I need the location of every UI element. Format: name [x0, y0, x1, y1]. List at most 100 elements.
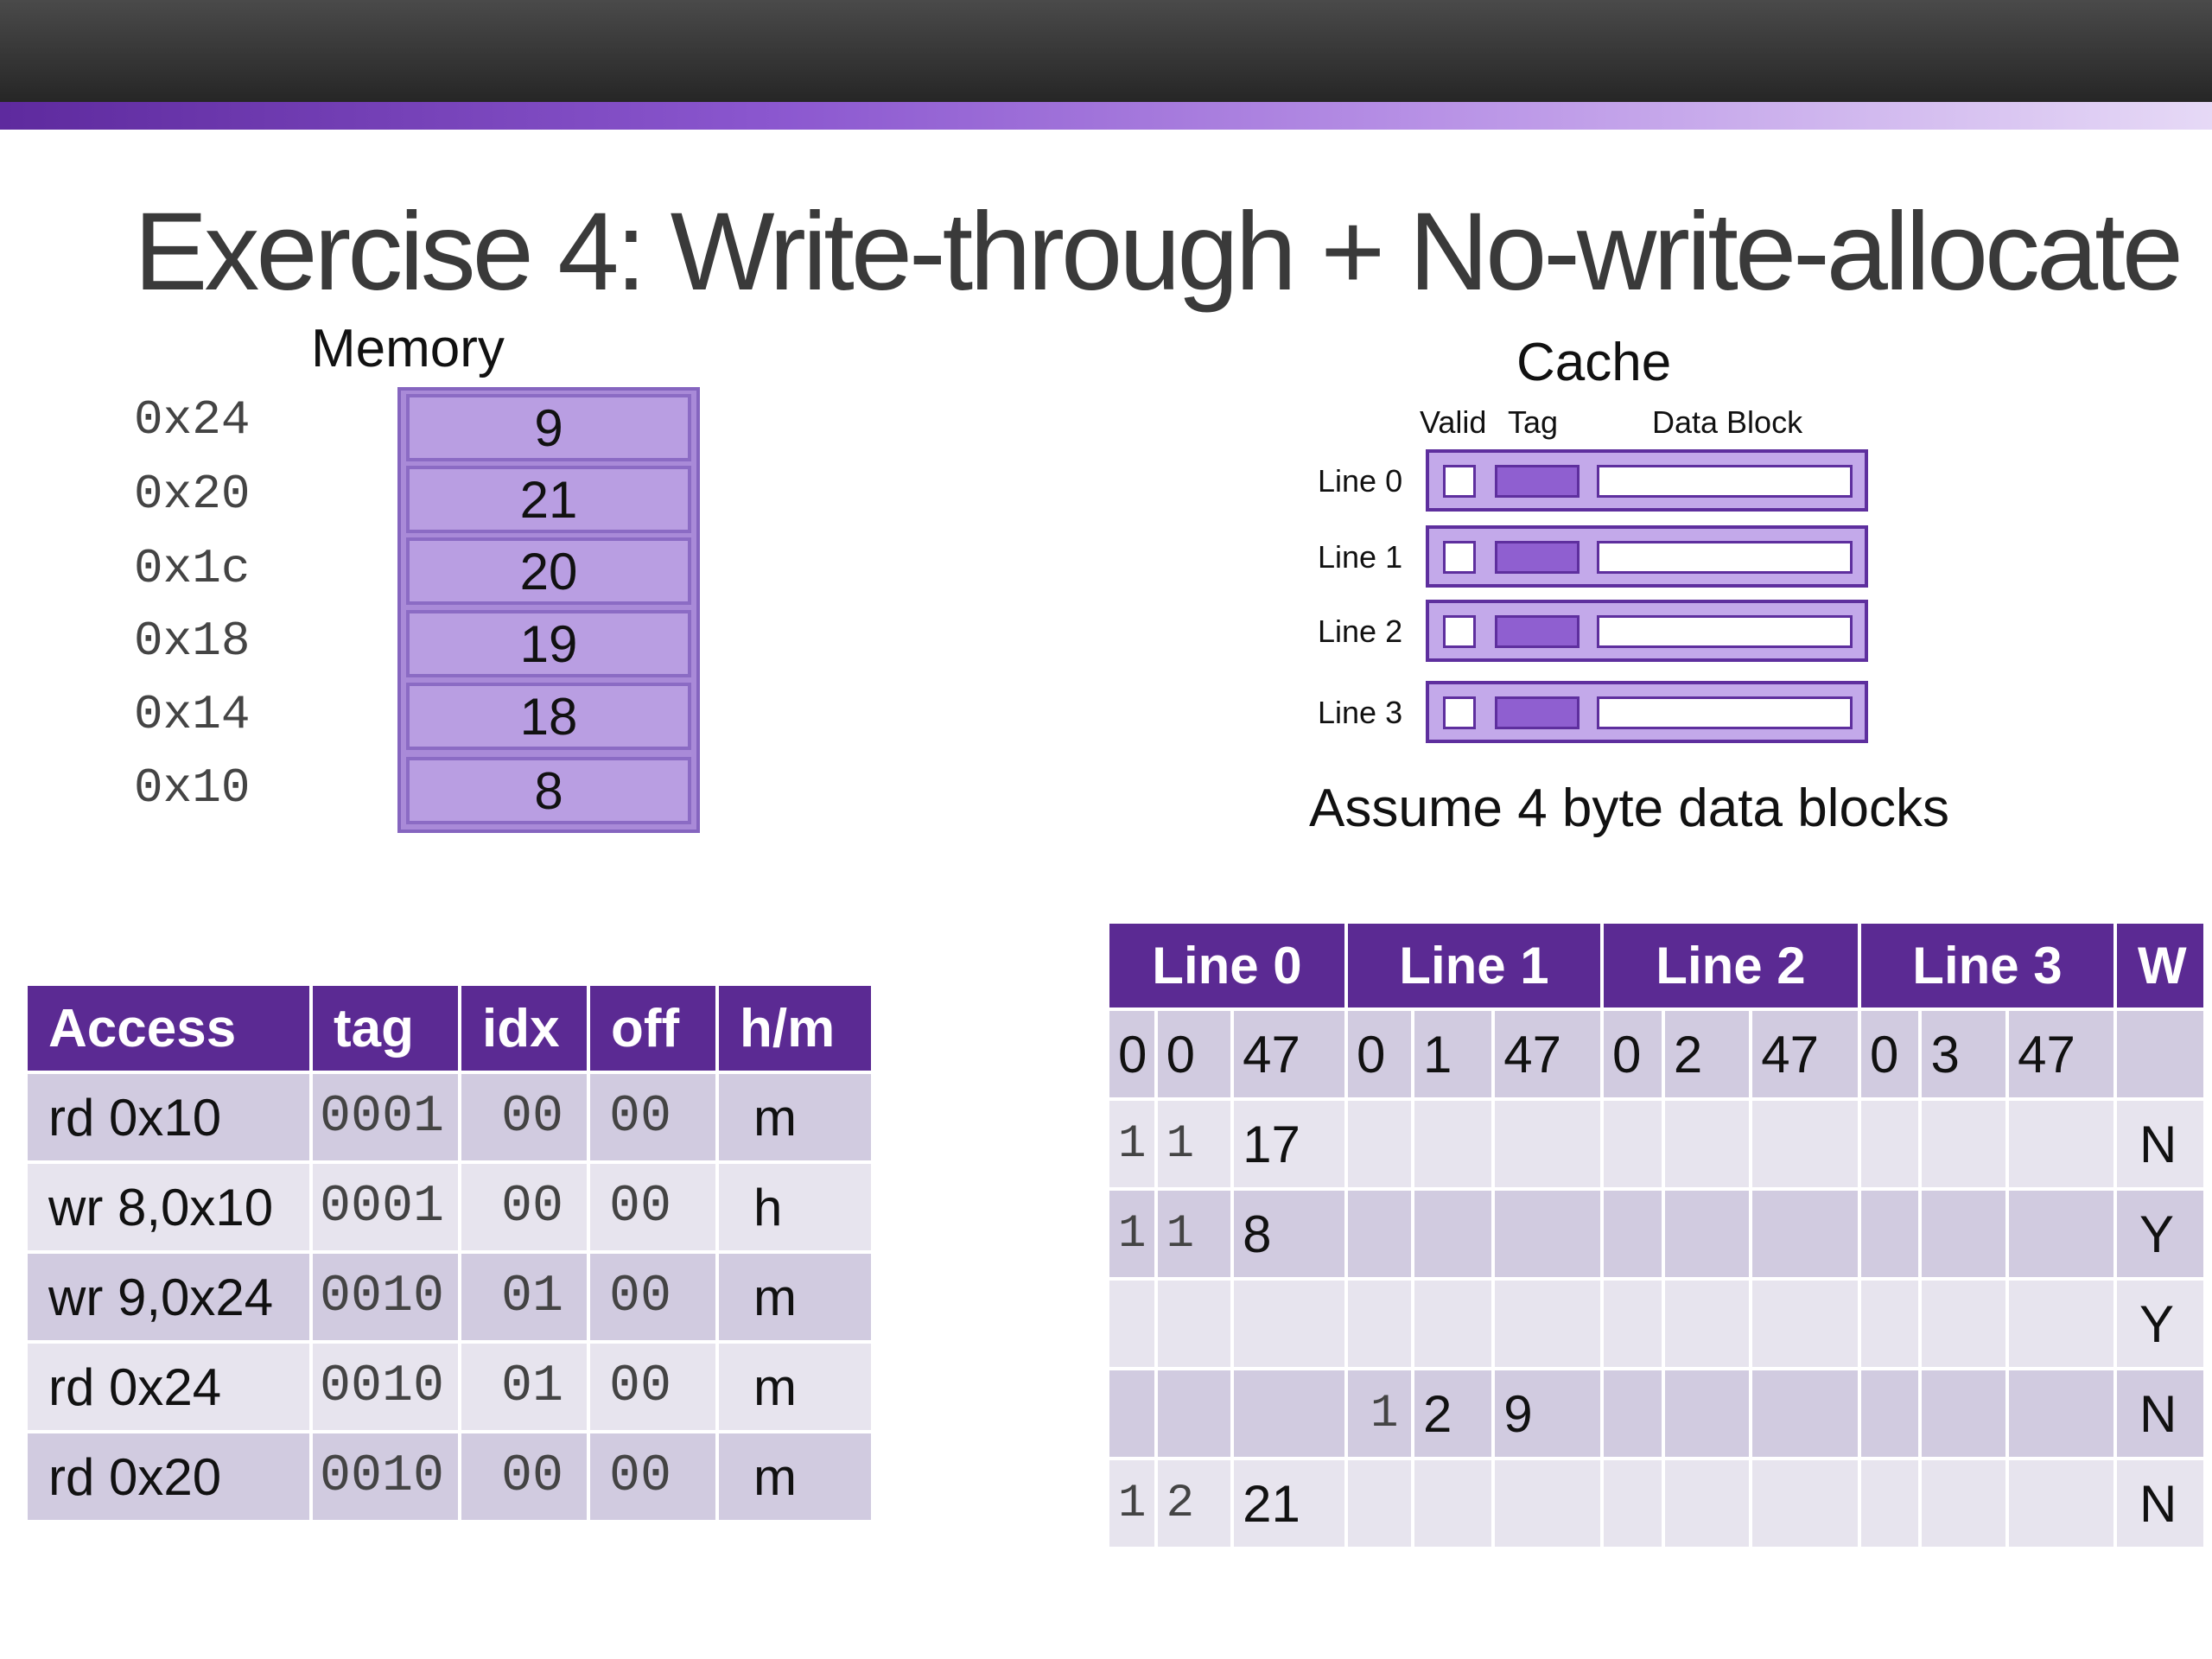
line-1-header: Line 1	[1348, 924, 1600, 1007]
hm-cell: m	[719, 1254, 871, 1340]
line-2-data-cell	[1752, 1460, 1858, 1547]
cache-valid-bit	[1443, 696, 1476, 729]
access-table: Access tag idx off h/m rd 0x10 0001 00 0…	[24, 982, 874, 1523]
line-1-valid-cell	[1348, 1101, 1412, 1187]
cache-line-box	[1426, 681, 1868, 743]
cache-valid-bit	[1443, 615, 1476, 648]
hm-cell: m	[719, 1344, 871, 1430]
access-cell: rd 0x20	[28, 1433, 309, 1520]
cache-line-label: Line 3	[1318, 695, 1403, 730]
line-1-data-cell	[1495, 1281, 1600, 1367]
line-1-valid-cell: 1	[1348, 1370, 1412, 1457]
line-3-valid-cell	[1861, 1370, 1919, 1457]
line-2-tag-cell	[1664, 1101, 1750, 1187]
line-0-valid-cell: 1	[1109, 1101, 1154, 1187]
line-1-data-cell: 9	[1495, 1370, 1600, 1457]
line-2-valid-cell	[1604, 1191, 1662, 1277]
write-flag-cell: Y	[2117, 1281, 2203, 1367]
line-0-valid-cell: 1	[1109, 1460, 1154, 1547]
hm-cell: m	[719, 1074, 871, 1160]
line-3-data-cell	[2009, 1370, 2113, 1457]
line-3-valid-cell	[1861, 1460, 1919, 1547]
write-flag-cell: N	[2117, 1460, 2203, 1547]
cache-state-table: Line 0 Line 1 Line 2 Line 3 W 0 0 47 0 1 47 0 2…	[1106, 920, 2207, 1550]
cache-data-block	[1597, 541, 1853, 574]
idx-cell: 01	[461, 1254, 587, 1340]
memory-address: 0x14	[134, 687, 251, 742]
cache-header-data: Data Block	[1652, 404, 1803, 440]
line-3-valid-cell: 0	[1861, 1011, 1919, 1097]
access-cell: rd 0x24	[28, 1344, 309, 1430]
cache-tag-field	[1495, 541, 1580, 574]
line-1-valid-cell	[1348, 1460, 1412, 1547]
hm-header: h/m	[719, 986, 871, 1071]
line-1-tag-cell	[1414, 1101, 1492, 1187]
memory-cell: 21	[406, 466, 691, 533]
line-0-data-cell	[1234, 1370, 1344, 1457]
hm-cell: h	[719, 1164, 871, 1250]
line-2-data-cell	[1752, 1101, 1858, 1187]
table-row: 0 0 47 0 1 47 0 2 47 0 3 47	[1109, 1011, 2203, 1097]
line-2-header: Line 2	[1604, 924, 1858, 1007]
cache-tag-field	[1495, 615, 1580, 648]
line-3-valid-cell	[1861, 1191, 1919, 1277]
access-header: Access	[28, 986, 309, 1071]
w-header: W	[2117, 924, 2203, 1007]
line-0-valid-cell	[1109, 1281, 1154, 1367]
cache-line-label: Line 2	[1318, 613, 1403, 649]
slide-title: Exercise 4: Write-through + No-write-all…	[134, 190, 2183, 314]
line-2-tag-cell: 2	[1664, 1011, 1750, 1097]
line-0-data-cell: 8	[1234, 1191, 1344, 1277]
memory-cell: 18	[406, 683, 691, 750]
table-row: wr 9,0x24 0010 01 00 m	[28, 1254, 871, 1340]
cache-tag-field	[1495, 696, 1580, 729]
line-3-tag-cell	[1922, 1370, 2006, 1457]
memory-address: 0x20	[134, 467, 251, 522]
line-3-data-cell	[2009, 1460, 2113, 1547]
memory-cell: 19	[406, 610, 691, 677]
write-flag-cell: N	[2117, 1370, 2203, 1457]
table-row: 1 2 21 N	[1109, 1460, 2203, 1547]
line-3-tag-cell	[1922, 1281, 2006, 1367]
line-1-valid-cell	[1348, 1191, 1412, 1277]
line-0-tag-cell: 1	[1157, 1191, 1231, 1277]
line-3-tag-cell	[1922, 1460, 2006, 1547]
line-0-tag-cell: 0	[1157, 1011, 1231, 1097]
table-row: rd 0x24 0010 01 00 m	[28, 1344, 871, 1430]
line-2-data-cell	[1752, 1191, 1858, 1277]
line-2-valid-cell	[1604, 1460, 1662, 1547]
line-3-data-cell	[2009, 1191, 2113, 1277]
tag-cell: 0010	[313, 1344, 458, 1430]
write-flag-cell	[2117, 1011, 2203, 1097]
off-cell: 00	[590, 1254, 715, 1340]
line-1-data-cell	[1495, 1191, 1600, 1277]
table-row: Y	[1109, 1281, 2203, 1367]
line-0-valid-cell: 0	[1109, 1011, 1154, 1097]
line-0-tag-cell	[1157, 1281, 1231, 1367]
line-2-data-cell	[1752, 1370, 1858, 1457]
cache-data-block	[1597, 615, 1853, 648]
table-row: rd 0x10 0001 00 00 m	[28, 1074, 871, 1160]
table-row: 1 1 17 N	[1109, 1101, 2203, 1187]
memory-column: 9 21 20 19 18 8	[397, 387, 700, 833]
line-1-tag-cell	[1414, 1191, 1492, 1277]
line-2-tag-cell	[1664, 1370, 1750, 1457]
line-2-valid-cell	[1604, 1101, 1662, 1187]
line-0-valid-cell: 1	[1109, 1191, 1154, 1277]
line-1-tag-cell	[1414, 1281, 1492, 1367]
line-2-data-cell: 47	[1752, 1011, 1858, 1097]
off-cell: 00	[590, 1164, 715, 1250]
table-row: wr 8,0x10 0001 00 00 h	[28, 1164, 871, 1250]
tag-cell: 0001	[313, 1164, 458, 1250]
cache-line-label: Line 0	[1318, 463, 1403, 499]
cache-valid-bit	[1443, 541, 1476, 574]
access-cell: rd 0x10	[28, 1074, 309, 1160]
line-1-tag-cell: 1	[1414, 1011, 1492, 1097]
line-2-tag-cell	[1664, 1191, 1750, 1277]
idx-cell: 00	[461, 1074, 587, 1160]
line-3-valid-cell	[1861, 1281, 1919, 1367]
memory-address: 0x10	[134, 760, 251, 816]
line-0-header: Line 0	[1109, 924, 1344, 1007]
hm-cell: m	[719, 1433, 871, 1520]
line-3-tag-cell: 3	[1922, 1011, 2006, 1097]
